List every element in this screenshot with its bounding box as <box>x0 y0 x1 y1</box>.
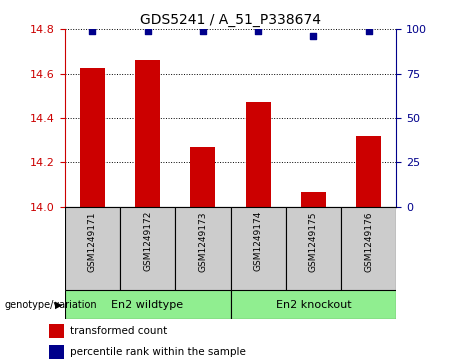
Point <box>365 28 372 34</box>
Bar <box>356 136 381 207</box>
Bar <box>175 207 230 290</box>
Bar <box>246 102 271 207</box>
Point <box>199 28 207 34</box>
Text: En2 wildtype: En2 wildtype <box>112 300 183 310</box>
Bar <box>190 147 215 207</box>
Bar <box>80 68 105 207</box>
Bar <box>65 290 230 319</box>
Point <box>254 28 262 34</box>
Point <box>144 28 151 34</box>
Text: GSM1249175: GSM1249175 <box>309 211 318 272</box>
Text: ▶: ▶ <box>55 300 62 310</box>
Text: GSM1249173: GSM1249173 <box>198 211 207 272</box>
Text: GSM1249176: GSM1249176 <box>364 211 373 272</box>
Text: GSM1249174: GSM1249174 <box>254 211 263 272</box>
Text: GSM1249172: GSM1249172 <box>143 211 152 272</box>
Text: GDS5241 / A_51_P338674: GDS5241 / A_51_P338674 <box>140 13 321 27</box>
Bar <box>301 192 326 207</box>
Text: genotype/variation: genotype/variation <box>5 300 97 310</box>
Text: transformed count: transformed count <box>70 326 167 336</box>
Point <box>89 28 96 34</box>
Bar <box>120 207 175 290</box>
Bar <box>286 207 341 290</box>
Bar <box>230 207 286 290</box>
Bar <box>65 207 120 290</box>
Text: GSM1249171: GSM1249171 <box>88 211 97 272</box>
Text: En2 knockout: En2 knockout <box>276 300 351 310</box>
Bar <box>48 345 64 359</box>
Bar <box>48 324 64 338</box>
Text: percentile rank within the sample: percentile rank within the sample <box>70 347 245 357</box>
Bar <box>135 60 160 207</box>
Point <box>310 33 317 39</box>
Bar <box>341 207 396 290</box>
Bar <box>230 290 396 319</box>
